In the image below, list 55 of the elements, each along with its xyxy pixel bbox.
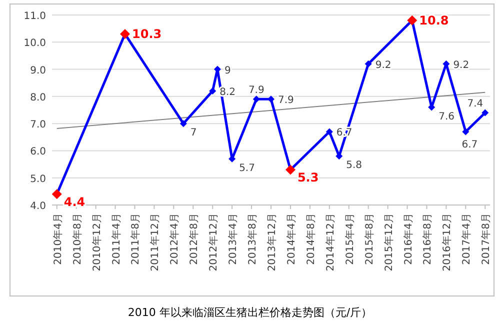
x-tick-label: 2016年12月 xyxy=(441,213,454,272)
x-tick-label: 2014年8月 xyxy=(304,213,317,265)
x-tick-label: 2012年4月 xyxy=(168,213,181,265)
point xyxy=(268,96,274,103)
data-label: 5.8 xyxy=(346,160,362,172)
x-tick-label: 2016年8月 xyxy=(422,213,434,265)
data-label: 9.2 xyxy=(375,60,392,71)
y-tick-label: 9.0 xyxy=(30,65,46,76)
y-tick-label: 6.0 xyxy=(30,146,46,158)
y-tick-label: 11.0 xyxy=(24,11,46,22)
point xyxy=(209,88,216,94)
x-tick-label: 2010年8月 xyxy=(71,213,84,265)
x-tick-label: 2013年12月 xyxy=(266,213,278,272)
x-tick-label: 2010年12月 xyxy=(90,213,103,272)
y-tick-label: 8.0 xyxy=(30,92,46,104)
data-label: 10.3 xyxy=(132,27,162,41)
x-tick-label: 2017年8月 xyxy=(480,213,492,265)
x-tick-label: 2015年4月 xyxy=(344,213,356,265)
text: 2010 年以来临淄区生猪出栏价格走势图（元/斤） xyxy=(128,306,372,319)
data-label: 4.4 xyxy=(64,195,86,210)
y-tick-label: 4.0 xyxy=(30,201,46,212)
data-label: 7.4 xyxy=(467,98,484,110)
x-tick-label: 2010年4月 xyxy=(52,213,64,265)
point xyxy=(180,120,187,128)
x-tick-label: 2014年12月 xyxy=(324,213,336,272)
data-label: 9 xyxy=(224,65,231,76)
x-tick-label: 2012年8月 xyxy=(188,213,200,265)
point xyxy=(462,128,470,136)
data-label: 7.9 xyxy=(248,85,264,96)
x-tick-label: 2013年4月 xyxy=(227,213,240,265)
point xyxy=(364,60,372,68)
x-tick-label: 2011年8月 xyxy=(130,213,142,265)
y-tick-label: 5.0 xyxy=(30,174,46,185)
point xyxy=(326,128,333,136)
data-label: 7.6 xyxy=(438,111,455,122)
y-tick-label: 7.0 xyxy=(30,120,46,131)
x-tick-label: 2014年4月 xyxy=(285,213,298,265)
data-label: 5.3 xyxy=(297,170,319,185)
data-label: 9.2 xyxy=(453,60,470,71)
data-label: 7 xyxy=(190,128,197,139)
y-tick-label: 10.0 xyxy=(24,38,46,50)
x-tick-label: 2017年4月 xyxy=(460,213,473,265)
x-tick-label: 2015年12月 xyxy=(382,213,395,272)
x-tick-label: 2011年4月 xyxy=(110,213,122,265)
point xyxy=(482,109,489,116)
data-label: 7.9 xyxy=(278,95,294,106)
x-tick-label: 2012年12月 xyxy=(208,213,220,272)
data-label: 6.7 xyxy=(462,140,478,151)
x-tick-label: 2011年12月 xyxy=(149,213,162,272)
x-tick-label: 2013年8月 xyxy=(246,213,259,265)
x-tick-label: 2016年4月 xyxy=(402,213,414,265)
data-label: 5.7 xyxy=(239,162,255,174)
x-tick-label: 2015年8月 xyxy=(363,213,376,265)
point xyxy=(252,96,260,103)
data-label: 10.8 xyxy=(419,13,449,28)
